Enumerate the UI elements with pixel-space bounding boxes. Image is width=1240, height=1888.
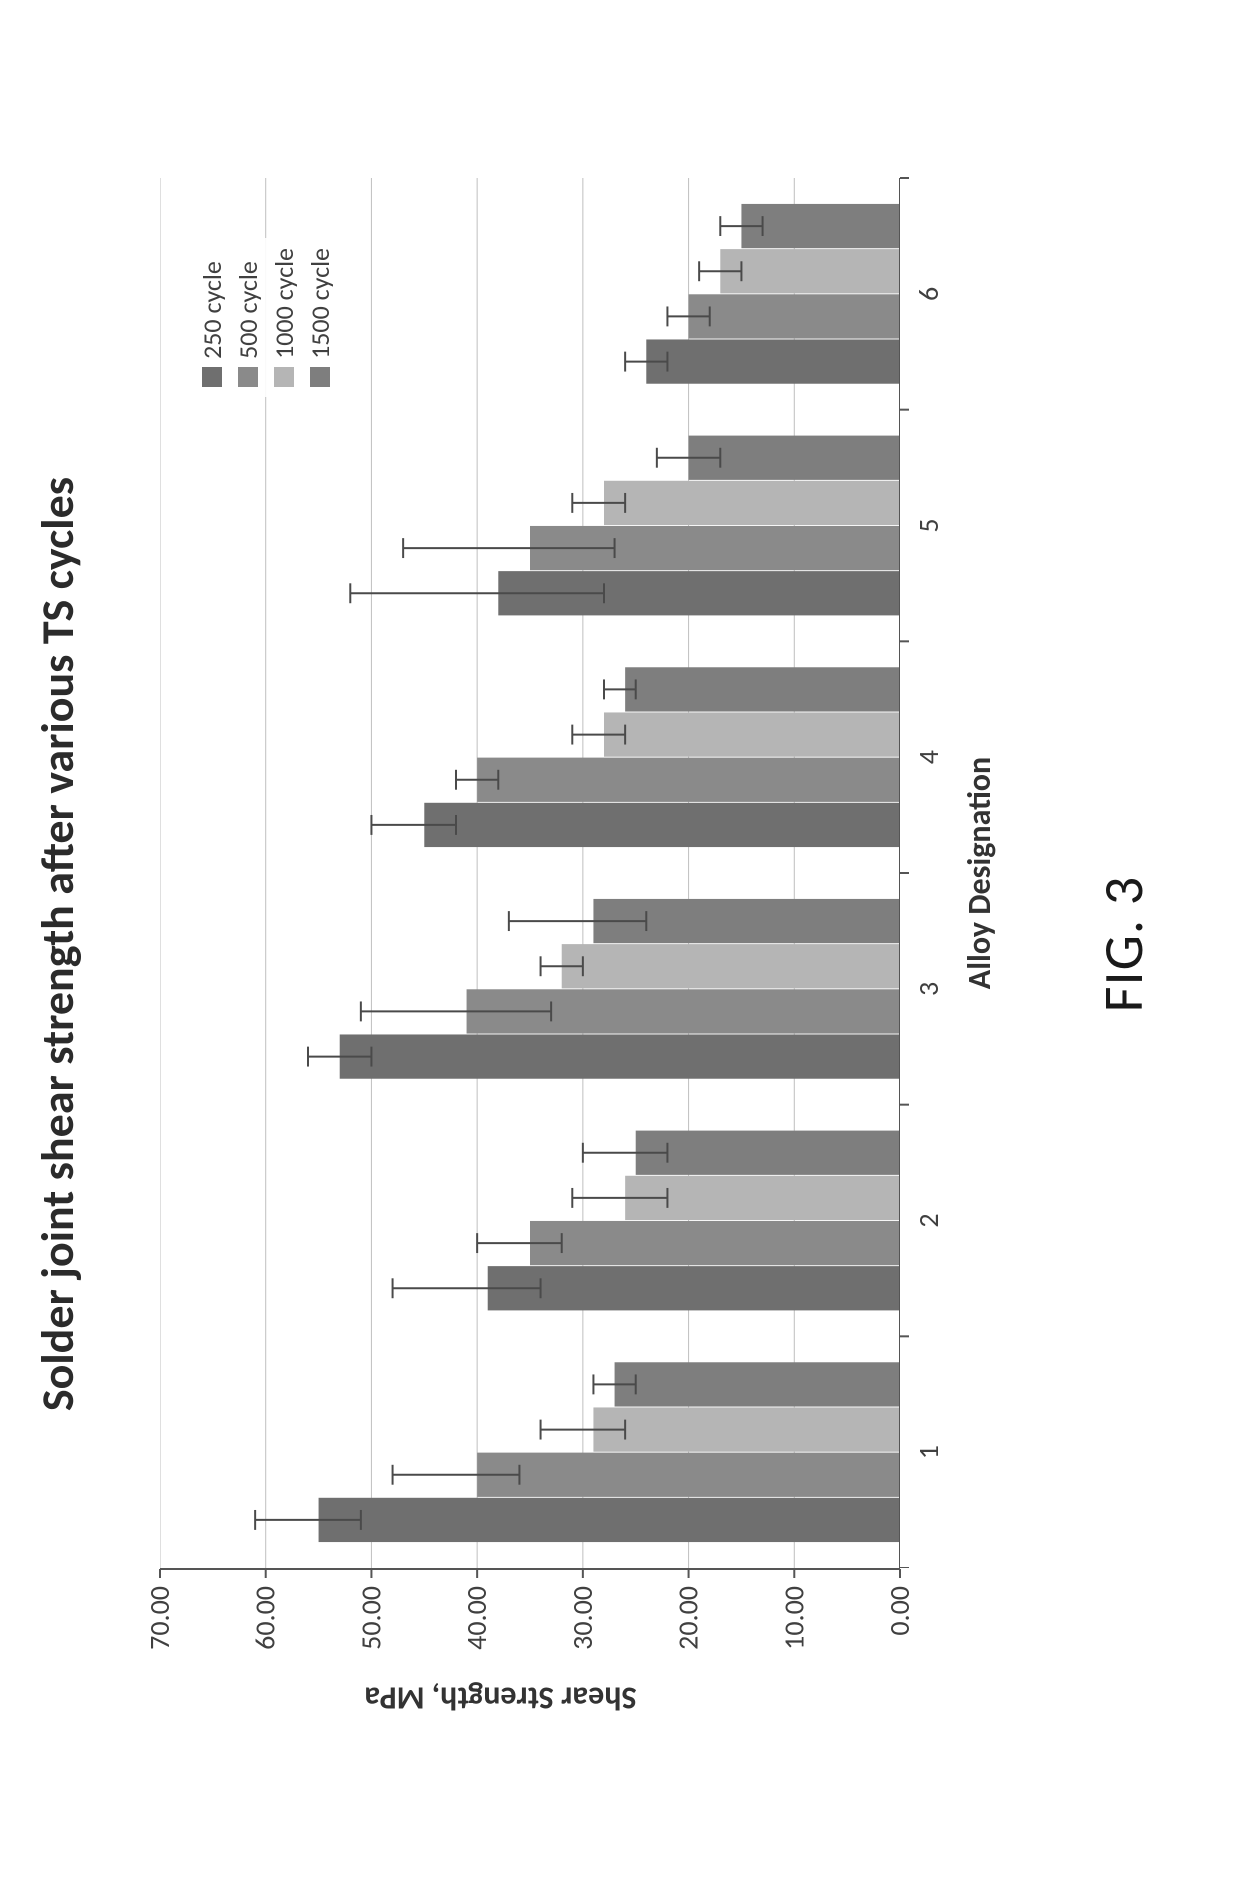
x-axis-title: Alloy Designation	[960, 178, 999, 1568]
svg-text:50.00: 50.00	[353, 1586, 388, 1650]
plot-area: 250 cycle500 cycle1000 cycle1500 cycle	[160, 178, 900, 1568]
legend-swatch	[274, 367, 294, 387]
bar	[604, 481, 900, 525]
bar	[477, 758, 900, 802]
bar	[593, 1407, 900, 1451]
chart-title: Solder joint shear strength after variou…	[30, 0, 86, 1888]
svg-text:0.00: 0.00	[882, 1586, 917, 1636]
legend-item: 1500 cycle	[304, 248, 336, 387]
legend-label: 1000 cycle	[268, 248, 300, 359]
legend: 250 cycle500 cycle1000 cycle1500 cycle	[190, 238, 342, 397]
bar	[488, 1266, 900, 1310]
bar	[340, 1034, 900, 1078]
bar	[424, 803, 900, 847]
bar	[625, 667, 900, 711]
legend-swatch	[310, 367, 330, 387]
svg-text:3: 3	[911, 982, 946, 996]
svg-text:30.00: 30.00	[565, 1586, 600, 1650]
bar	[689, 294, 900, 338]
legend-item: 1000 cycle	[268, 248, 300, 387]
svg-text:1: 1	[911, 1445, 946, 1459]
bar	[646, 339, 900, 383]
svg-text:2: 2	[911, 1213, 946, 1227]
legend-item: 500 cycle	[232, 248, 264, 387]
bar	[636, 1131, 900, 1175]
svg-text:5: 5	[911, 518, 946, 532]
bar	[477, 1453, 900, 1497]
bar	[720, 249, 900, 293]
y-axis-title-text: Shear Strength, MPa	[364, 1679, 636, 1718]
svg-text:70.00: 70.00	[142, 1586, 177, 1650]
svg-text:6: 6	[911, 287, 946, 301]
bar	[741, 204, 900, 248]
legend-swatch	[202, 367, 222, 387]
svg-text:40.00: 40.00	[459, 1586, 494, 1650]
chart-box: Shear Strength, MPa 250 cycle500 cycle10…	[130, 118, 1000, 1678]
legend-label: 500 cycle	[232, 261, 264, 359]
figure-label: FIG. 3	[1090, 0, 1158, 1888]
legend-item: 250 cycle	[196, 248, 228, 387]
bar	[530, 1221, 900, 1265]
svg-text:10.00: 10.00	[776, 1586, 811, 1650]
bar	[604, 712, 900, 756]
legend-label: 1500 cycle	[304, 248, 336, 359]
chart-container: Solder joint shear strength after variou…	[0, 0, 1240, 1888]
legend-swatch	[238, 367, 258, 387]
bar	[615, 1362, 900, 1406]
y-axis-title: Shear Strength, MPa	[130, 1678, 870, 1718]
legend-label: 250 cycle	[196, 261, 228, 359]
bar	[562, 944, 900, 988]
svg-text:20.00: 20.00	[671, 1586, 706, 1650]
svg-text:60.00: 60.00	[248, 1586, 283, 1650]
bar	[319, 1498, 900, 1542]
y-axis: 0.00 10.00 20.00 30.00 40.00 50.00 60.00 70.00	[130, 1568, 930, 1678]
svg-text:4: 4	[911, 750, 946, 764]
